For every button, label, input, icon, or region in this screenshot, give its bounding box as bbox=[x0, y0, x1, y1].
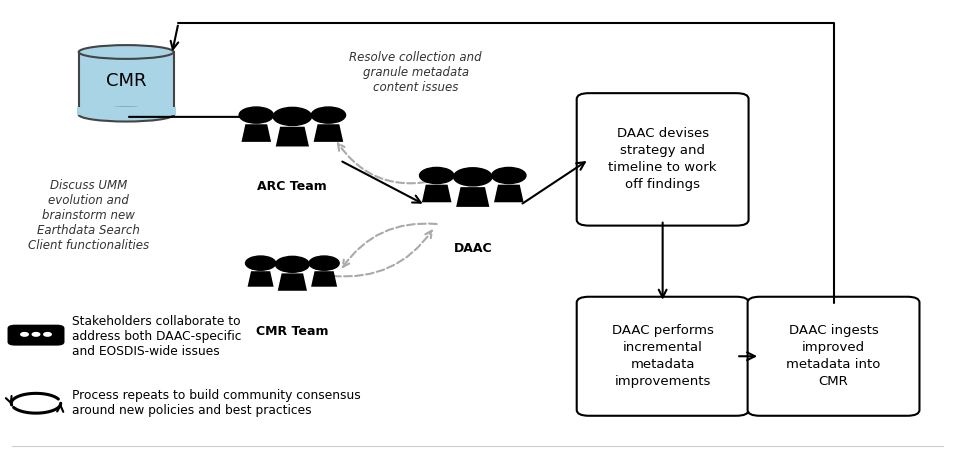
Bar bbox=[76, 107, 176, 115]
Circle shape bbox=[32, 333, 40, 336]
Circle shape bbox=[239, 107, 273, 123]
Ellipse shape bbox=[78, 45, 174, 59]
Text: CMR Team: CMR Team bbox=[256, 325, 329, 338]
Circle shape bbox=[245, 256, 276, 270]
Circle shape bbox=[21, 333, 29, 336]
Polygon shape bbox=[278, 273, 307, 291]
Polygon shape bbox=[422, 185, 452, 202]
Text: CMR: CMR bbox=[106, 72, 146, 90]
Polygon shape bbox=[242, 124, 271, 142]
FancyBboxPatch shape bbox=[577, 297, 749, 416]
Bar bbox=[78, 52, 174, 115]
Circle shape bbox=[275, 256, 309, 272]
FancyBboxPatch shape bbox=[748, 297, 920, 416]
Text: DAAC ingests
improved
metadata into
CMR: DAAC ingests improved metadata into CMR bbox=[786, 324, 881, 388]
Polygon shape bbox=[276, 127, 309, 146]
Text: DAAC: DAAC bbox=[454, 242, 492, 255]
Polygon shape bbox=[311, 271, 337, 287]
Circle shape bbox=[44, 333, 52, 336]
Polygon shape bbox=[494, 185, 523, 202]
Polygon shape bbox=[313, 124, 343, 142]
Ellipse shape bbox=[78, 108, 174, 121]
Polygon shape bbox=[456, 187, 489, 207]
Circle shape bbox=[454, 168, 492, 186]
Polygon shape bbox=[247, 271, 274, 287]
Text: Stakeholders collaborate to
address both DAAC-specific
and EOSDIS-wide issues: Stakeholders collaborate to address both… bbox=[72, 315, 242, 357]
Circle shape bbox=[309, 256, 339, 270]
FancyBboxPatch shape bbox=[577, 93, 749, 226]
Text: DAAC devises
strategy and
timeline to work
off findings: DAAC devises strategy and timeline to wo… bbox=[608, 127, 717, 191]
Circle shape bbox=[419, 168, 454, 183]
Circle shape bbox=[492, 168, 526, 183]
FancyBboxPatch shape bbox=[8, 325, 65, 346]
Text: DAAC performs
incremental
metadata
improvements: DAAC performs incremental metadata impro… bbox=[612, 324, 713, 388]
Text: Discuss UMM
evolution and
brainstorm new
Earthdata Search
Client functionalities: Discuss UMM evolution and brainstorm new… bbox=[28, 179, 149, 252]
Text: Process repeats to build community consensus
around new policies and best practi: Process repeats to build community conse… bbox=[72, 389, 361, 417]
Polygon shape bbox=[19, 342, 40, 346]
Circle shape bbox=[311, 107, 346, 123]
Circle shape bbox=[273, 107, 311, 125]
Text: ARC Team: ARC Team bbox=[258, 179, 328, 193]
Text: Resolve collection and
granule metadata
content issues: Resolve collection and granule metadata … bbox=[350, 51, 482, 94]
